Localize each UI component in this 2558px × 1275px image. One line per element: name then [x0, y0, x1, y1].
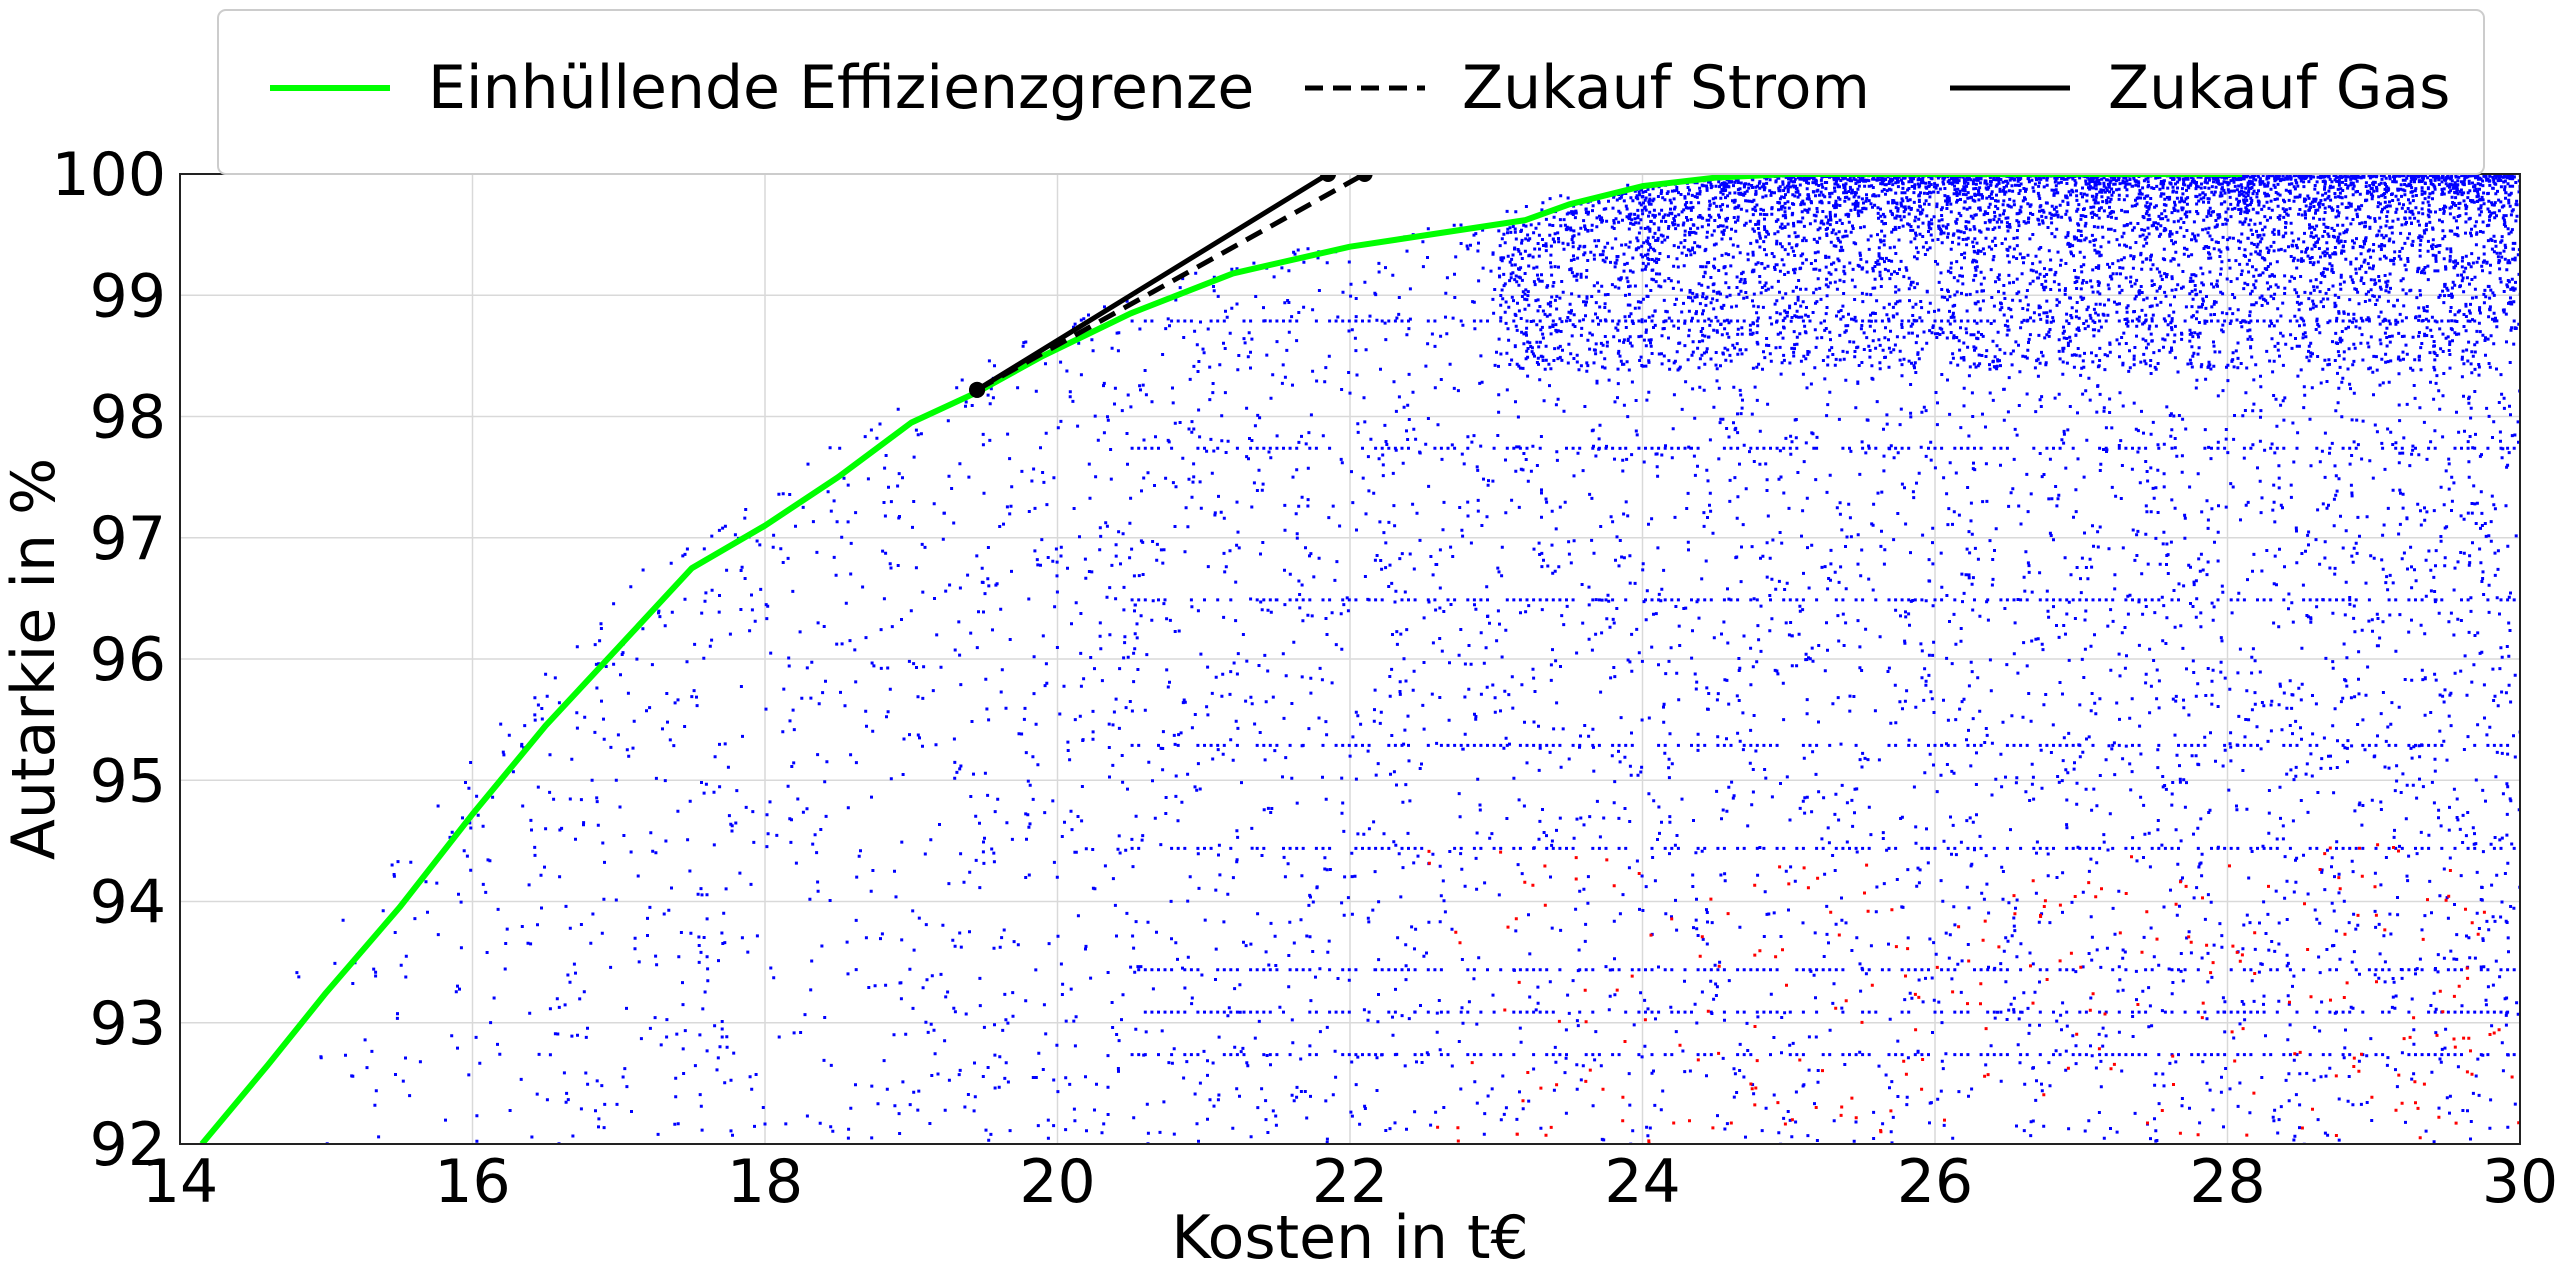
- line-zukauf-strom: [975, 171, 1366, 393]
- y-tick-label: 95: [90, 746, 166, 816]
- y-axis-label: Autarkie in %: [0, 458, 69, 860]
- y-tick-label: 96: [90, 625, 166, 695]
- legend-label-frontier: Einhüllende Effizienzgrenze: [428, 53, 1254, 123]
- x-tick-label: 14: [142, 1147, 218, 1217]
- x-tick-label: 20: [1019, 1147, 1095, 1217]
- x-tick-label: 24: [1604, 1147, 1680, 1217]
- y-tick-label: 97: [90, 504, 166, 574]
- x-tick-label: 18: [727, 1147, 803, 1217]
- legend-box: [217, 9, 2485, 175]
- x-axis-label: Kosten in t€: [1171, 1203, 1528, 1273]
- y-tick-label: 99: [90, 261, 166, 331]
- line-zukauf-gas: [975, 171, 1330, 392]
- x-tick-label: 26: [1897, 1147, 1973, 1217]
- legend-label-strom: Zukauf Strom: [1462, 53, 1870, 123]
- y-tick-label: 92: [90, 1110, 166, 1180]
- legend: Einhüllende Effizienzgrenze Zukauf Strom…: [217, 9, 2485, 175]
- legend-label-gas: Zukauf Gas: [2108, 53, 2450, 123]
- x-tick-label: 28: [2189, 1147, 2265, 1217]
- y-tick-label: 94: [90, 868, 166, 938]
- y-tick-labels: 92 93 94 95 96 97 98 99 100: [51, 140, 166, 1180]
- x-tick-labels: 14 16 18 20 22 24 26 28 30: [142, 1147, 2558, 1217]
- line-start-marker: [969, 381, 986, 398]
- x-tick-label: 16: [434, 1147, 510, 1217]
- y-tick-label: 98: [90, 383, 166, 453]
- x-tick-label: 30: [2482, 1147, 2558, 1217]
- y-tick-label: 93: [90, 989, 166, 1059]
- y-tick-label: 100: [51, 140, 166, 210]
- x-tick-label: 22: [1312, 1147, 1388, 1217]
